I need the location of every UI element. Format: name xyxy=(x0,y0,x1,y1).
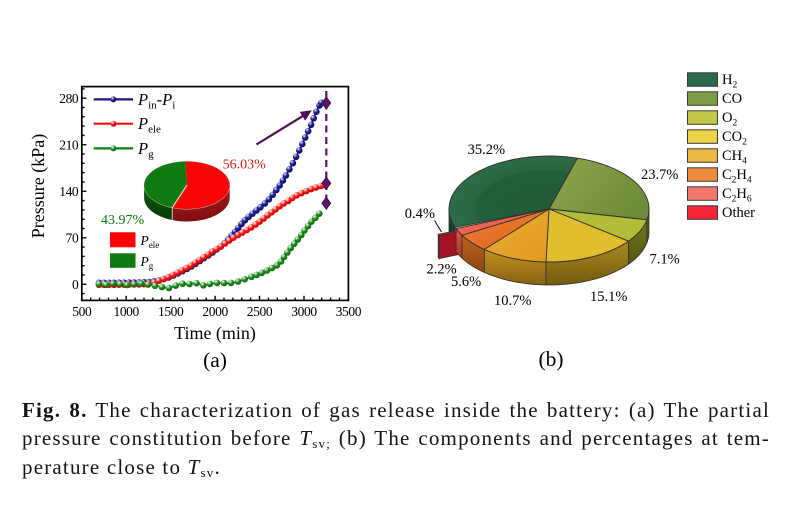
svg-text:10.7%: 10.7% xyxy=(494,293,531,309)
svg-text:500: 500 xyxy=(72,304,92,319)
svg-text:0: 0 xyxy=(72,277,79,292)
svg-text:35.2%: 35.2% xyxy=(468,142,505,158)
svg-text:CO2: CO2 xyxy=(722,129,747,148)
svg-text:7.1%: 7.1% xyxy=(650,252,680,268)
svg-text:23.7%: 23.7% xyxy=(641,167,678,183)
svg-text:210: 210 xyxy=(59,138,79,153)
svg-text:(a): (a) xyxy=(203,348,227,372)
svg-text:5.6%: 5.6% xyxy=(451,274,481,290)
svg-text:3000: 3000 xyxy=(291,304,317,319)
svg-text:2000: 2000 xyxy=(202,304,228,319)
svg-text:43.97%: 43.97% xyxy=(101,213,145,228)
svg-text:0.4%: 0.4% xyxy=(405,206,435,222)
svg-text:Other: Other xyxy=(722,205,755,221)
svg-text:1000: 1000 xyxy=(113,304,139,319)
svg-text:C2H6: C2H6 xyxy=(722,186,752,205)
svg-text:Pin-Pi: Pin-Pi xyxy=(137,90,175,112)
svg-text:280: 280 xyxy=(59,91,79,106)
svg-text:2.2%: 2.2% xyxy=(427,262,457,278)
svg-text:70: 70 xyxy=(66,231,79,246)
svg-text:1500: 1500 xyxy=(158,304,184,319)
svg-text:56.03%: 56.03% xyxy=(223,158,267,173)
svg-text:140: 140 xyxy=(59,184,79,199)
svg-text:Pressure (kPa): Pressure (kPa) xyxy=(28,134,49,238)
svg-text:3500: 3500 xyxy=(336,304,362,319)
svg-text:Time (min): Time (min) xyxy=(174,323,256,344)
svg-text:2500: 2500 xyxy=(247,304,273,319)
svg-text:C2H4: C2H4 xyxy=(722,167,752,186)
svg-text:(b): (b) xyxy=(538,347,563,371)
svg-text:CH4: CH4 xyxy=(722,148,747,167)
svg-text:15.1%: 15.1% xyxy=(590,289,627,305)
svg-text:CO: CO xyxy=(722,91,742,107)
